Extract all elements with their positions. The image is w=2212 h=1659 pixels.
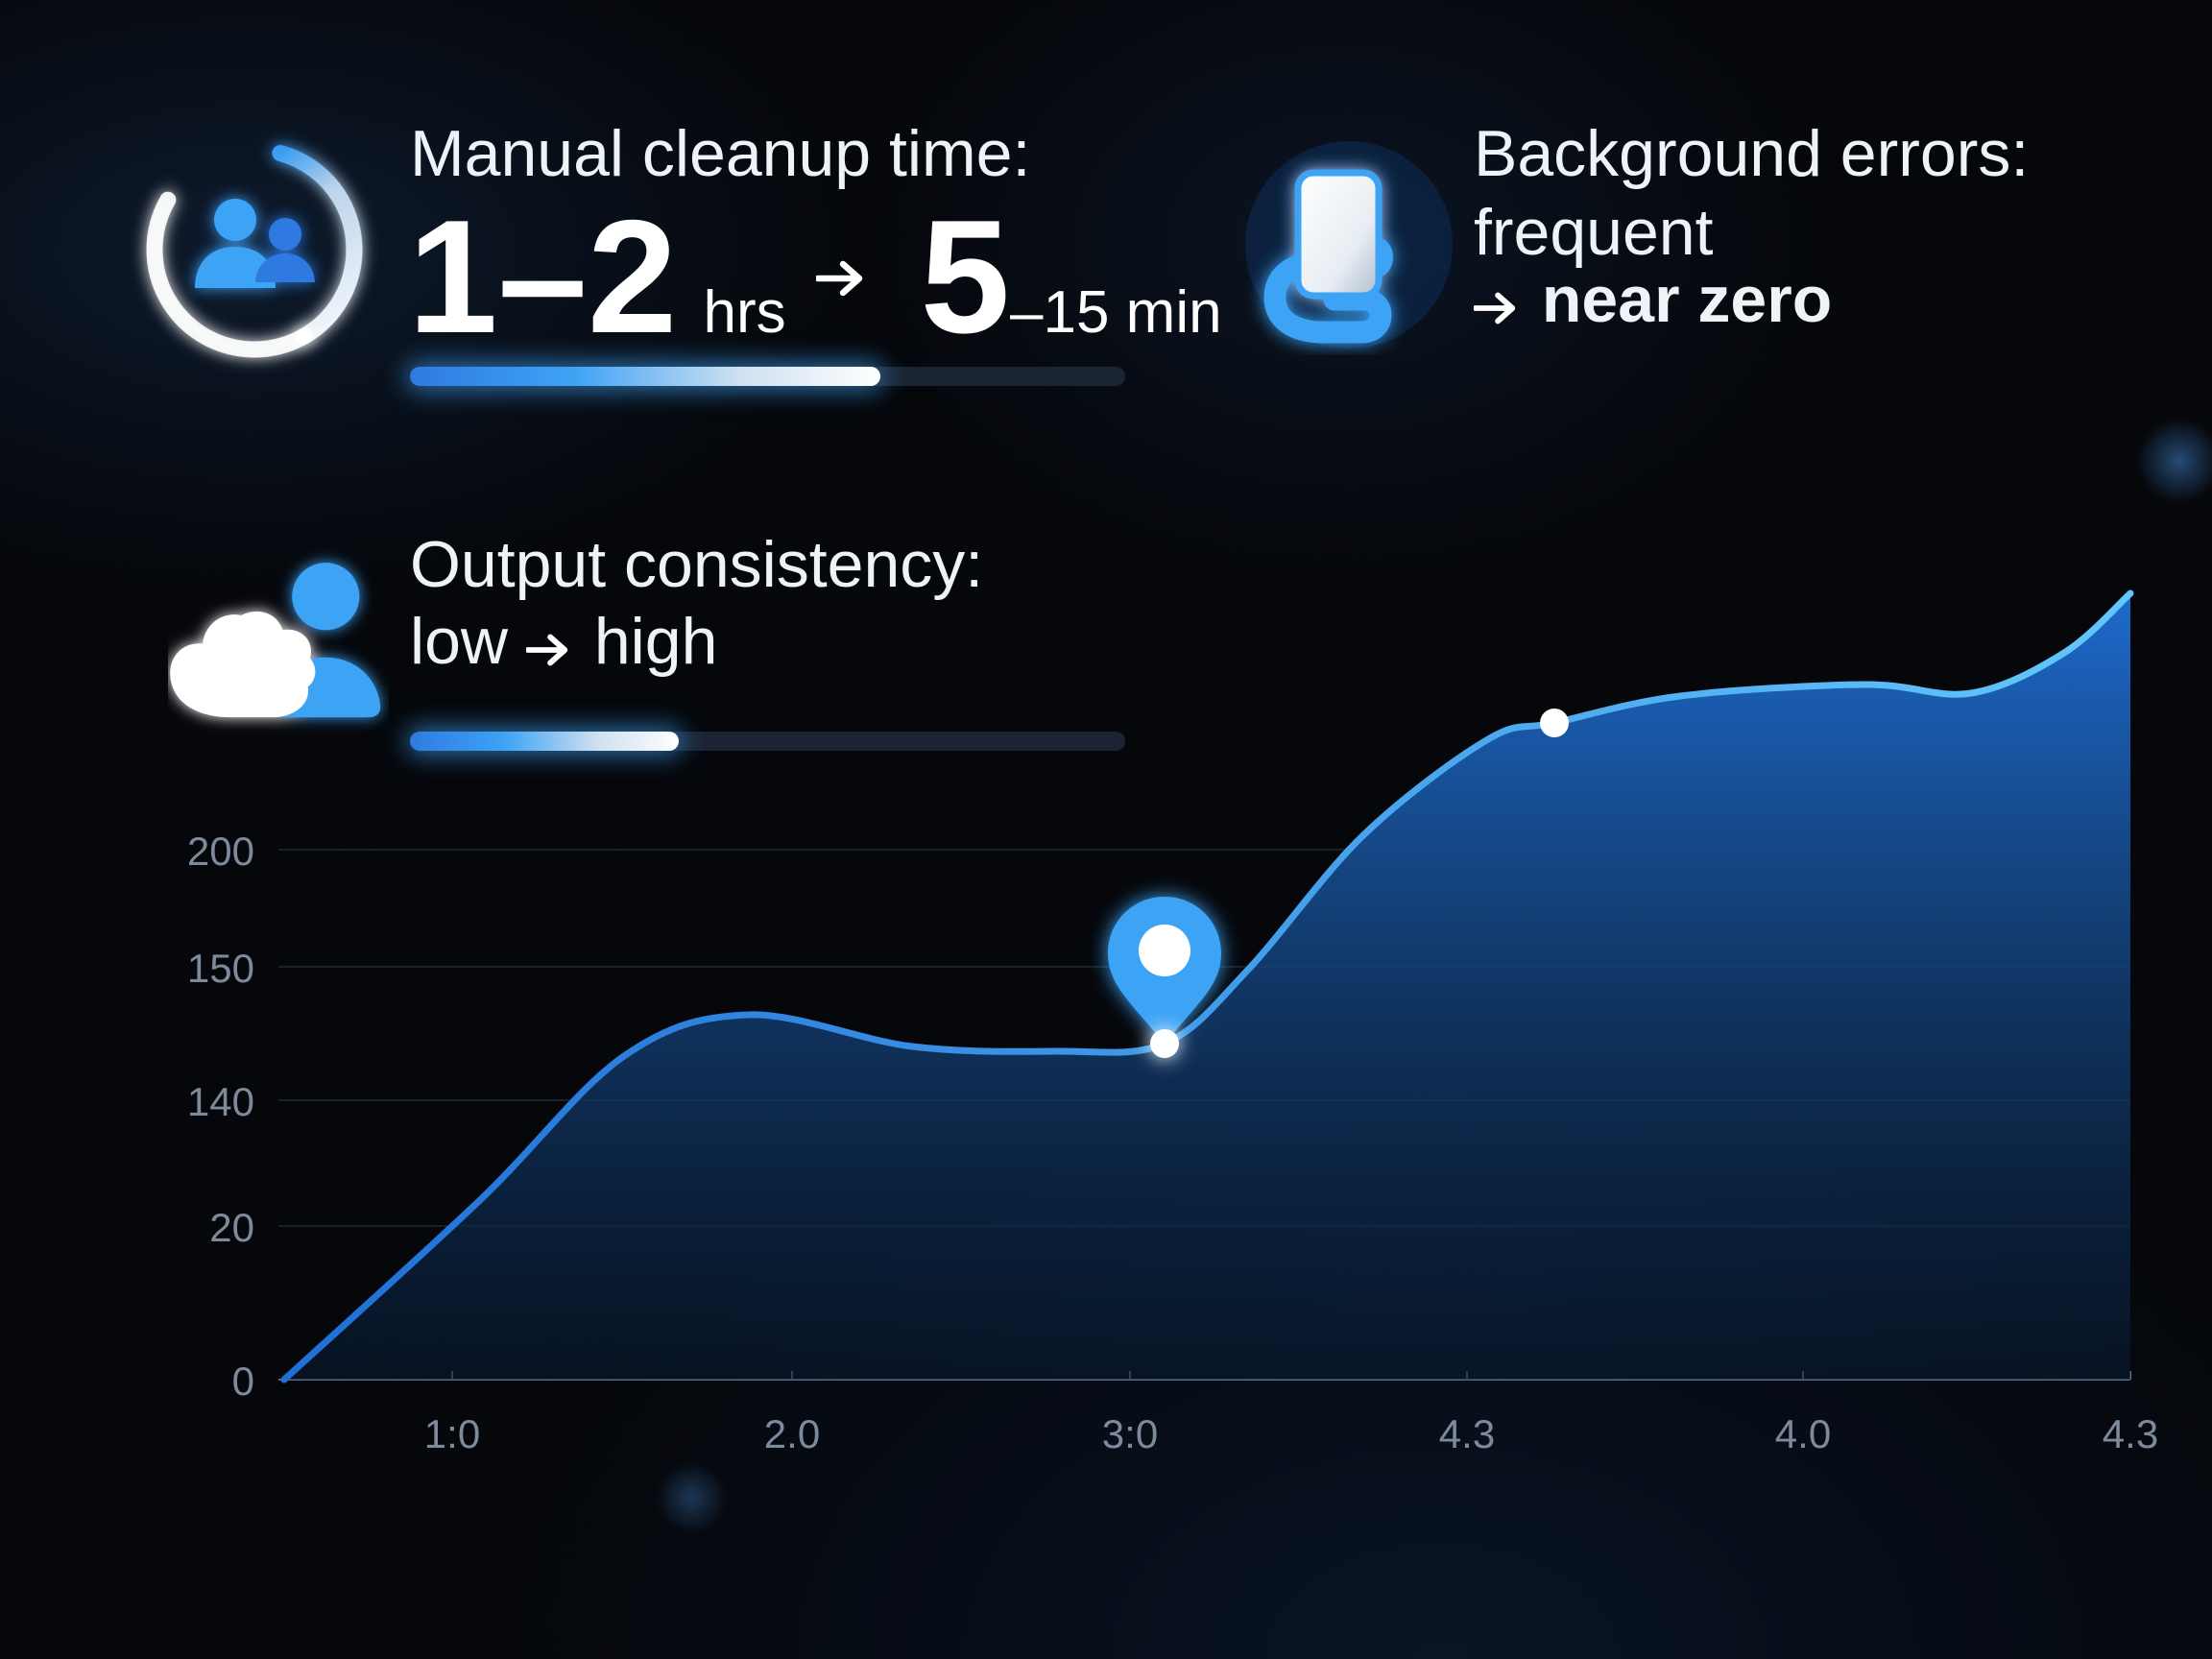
svg-text:20: 20 — [209, 1205, 254, 1250]
svg-text:140: 140 — [187, 1079, 254, 1124]
svg-text:200: 200 — [187, 829, 254, 874]
svg-text:4.3: 4.3 — [1439, 1411, 1495, 1456]
svg-text:4.0: 4.0 — [1775, 1411, 1831, 1456]
svg-text:150: 150 — [187, 946, 254, 991]
svg-text:1:0: 1:0 — [424, 1411, 480, 1456]
svg-text:3:0: 3:0 — [1102, 1411, 1158, 1456]
svg-text:2.0: 2.0 — [764, 1411, 820, 1456]
svg-text:0: 0 — [232, 1358, 254, 1404]
svg-text:4.3: 4.3 — [2103, 1411, 2158, 1456]
